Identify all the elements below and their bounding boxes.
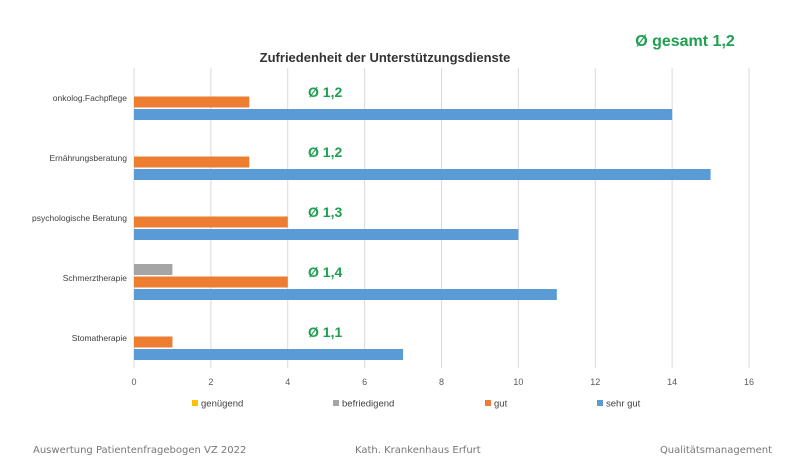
x-tick-label: 10 bbox=[513, 377, 523, 387]
bar bbox=[134, 336, 173, 348]
legend-label: sehr gut bbox=[606, 399, 641, 410]
average-annotation: Ø 1,1 bbox=[308, 324, 342, 340]
average-annotation: Ø 1,3 bbox=[308, 204, 342, 220]
legend-label: genügend bbox=[201, 399, 243, 410]
bar bbox=[134, 96, 250, 108]
category-label: Ernährungsberatung bbox=[49, 153, 127, 163]
bar bbox=[134, 216, 288, 228]
category-label: onkolog.Fachpflege bbox=[53, 93, 127, 103]
footer-center: Kath. Krankenhaus Erfurt bbox=[355, 445, 481, 456]
x-tick-label: 2 bbox=[208, 377, 213, 387]
x-tick-label: 16 bbox=[744, 377, 754, 387]
x-tick-label: 12 bbox=[590, 377, 600, 387]
legend-swatch bbox=[192, 400, 198, 406]
chart-title: Zufriedenheit der Unterstützungsdienste bbox=[259, 50, 511, 65]
legend-swatch bbox=[597, 400, 603, 406]
footer-left: Auswertung Patientenfragebogen VZ 2022 bbox=[33, 445, 247, 456]
overall-average-label: Ø gesamt 1,2 bbox=[635, 33, 735, 50]
legend-label: befriedigend bbox=[342, 399, 394, 410]
x-tick-label: 6 bbox=[362, 377, 367, 387]
category-label: Stomatherapie bbox=[72, 333, 128, 343]
average-annotation: Ø 1,4 bbox=[308, 264, 342, 280]
legend-label: gut bbox=[494, 399, 508, 410]
x-tick-label: 8 bbox=[439, 377, 444, 387]
bar bbox=[134, 109, 673, 120]
average-annotation: Ø 1,2 bbox=[308, 144, 342, 160]
bar bbox=[134, 289, 557, 300]
x-tick-label: 4 bbox=[285, 377, 290, 387]
bar bbox=[134, 169, 711, 180]
x-tick-label: 0 bbox=[131, 377, 136, 387]
category-label: psychologische Beratung bbox=[32, 213, 127, 223]
x-tick-label: 14 bbox=[667, 377, 677, 387]
bar bbox=[134, 156, 250, 168]
bar bbox=[134, 264, 173, 275]
average-annotation: Ø 1,2 bbox=[308, 84, 342, 100]
legend-swatch bbox=[333, 400, 339, 406]
footer-right: Qualitätsmanagement bbox=[659, 445, 772, 456]
legend-swatch bbox=[485, 400, 491, 406]
bar bbox=[134, 229, 519, 240]
bar bbox=[134, 276, 288, 288]
bar bbox=[134, 349, 404, 360]
category-label: Schmerztherapie bbox=[63, 273, 128, 283]
